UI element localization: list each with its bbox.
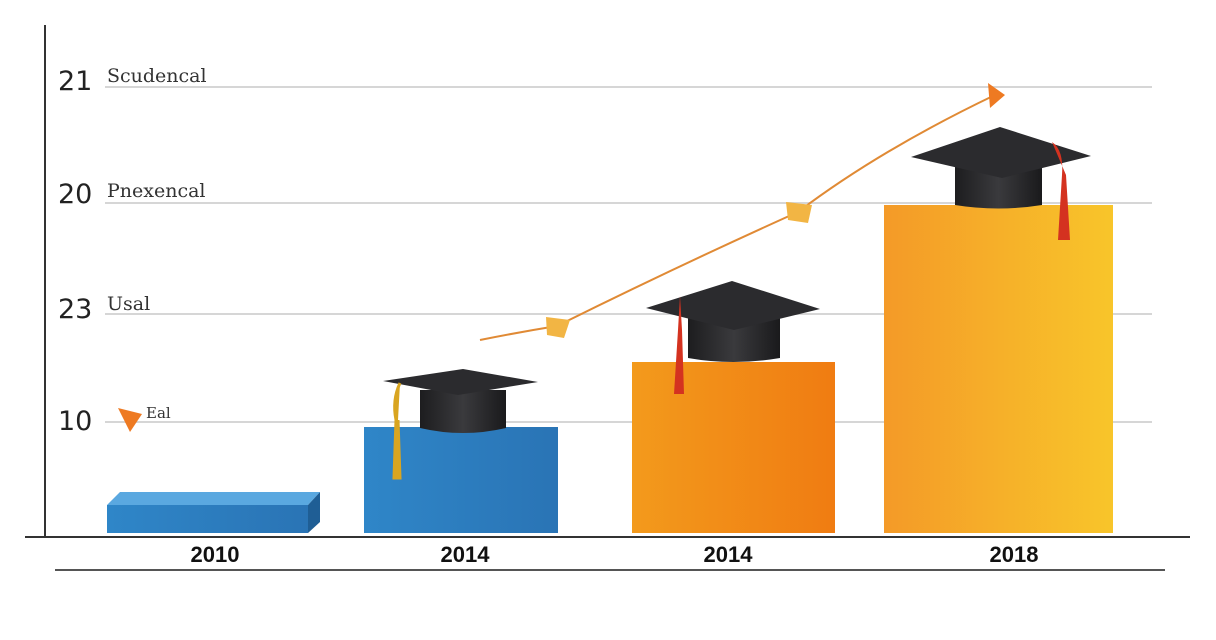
cap xyxy=(911,127,1091,240)
cap xyxy=(383,369,538,480)
tick-caption: Scudencal xyxy=(107,65,207,87)
tick-label: 20 xyxy=(58,179,92,210)
category-label: 2014 xyxy=(441,542,491,567)
arrow-head xyxy=(988,83,1005,108)
tick-caption: Pnexencal xyxy=(107,180,206,202)
bar-2018 xyxy=(884,205,1113,533)
bar-2014b xyxy=(632,362,835,533)
category-label: 2014 xyxy=(704,542,754,567)
bar-2014 xyxy=(364,427,558,533)
category-label: 2010 xyxy=(191,542,240,567)
tick-caption: Eal xyxy=(146,404,171,422)
tick-label: 10 xyxy=(58,406,92,437)
tick-label: 23 xyxy=(58,294,92,325)
tick-label: 21 xyxy=(58,66,92,97)
tick-caption: Usal xyxy=(107,293,150,315)
trend-line xyxy=(479,94,996,341)
bar-2010 xyxy=(107,492,320,533)
category-label: 2018 xyxy=(990,542,1039,567)
cap xyxy=(646,281,820,394)
marker xyxy=(546,317,570,338)
marker xyxy=(786,202,812,223)
marker xyxy=(118,408,142,432)
